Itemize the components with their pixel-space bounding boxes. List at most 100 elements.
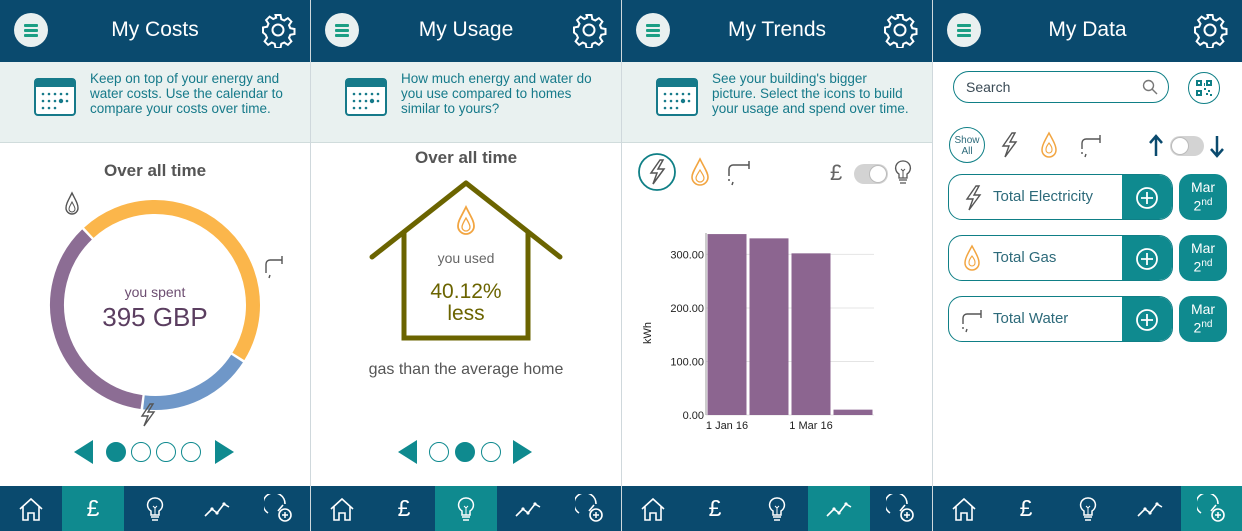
nav-home[interactable]	[0, 486, 62, 531]
pager-dot[interactable]	[131, 442, 151, 462]
add-reading-button[interactable]	[1122, 297, 1172, 341]
flame-icon	[457, 204, 475, 235]
prev-arrow[interactable]	[74, 440, 93, 464]
trend-line-icon	[826, 502, 852, 517]
gear-icon[interactable]	[1192, 12, 1228, 48]
show-all-button[interactable]: Show All	[949, 127, 985, 163]
nav-usage[interactable]	[124, 486, 186, 531]
units-toggle[interactable]	[854, 164, 888, 184]
show-all-label: All	[961, 146, 973, 157]
date-day: 2	[1193, 258, 1202, 275]
nav-costs[interactable]: £	[373, 486, 435, 531]
bar-apr-16	[833, 409, 873, 415]
date-day: 2	[1193, 319, 1202, 336]
date-badge[interactable]: Mar 2nd	[1179, 174, 1227, 220]
app-header: My Usage	[311, 0, 621, 62]
nav-data[interactable]	[248, 486, 310, 531]
nav-usage[interactable]	[435, 486, 497, 531]
data-row-electricity[interactable]: Total Electricity	[948, 174, 1173, 220]
pager-dot[interactable]	[429, 442, 449, 462]
filter-gas[interactable]	[688, 156, 712, 188]
next-arrow[interactable]	[215, 440, 234, 464]
nav-trends[interactable]	[1119, 486, 1181, 531]
page-title: My Usage	[418, 18, 514, 41]
lightbulb-icon[interactable]	[892, 158, 914, 190]
date-suffix: nd	[1201, 258, 1213, 269]
used-value: 40.12%	[430, 280, 502, 303]
info-banner: See your building's bigger picture. Sele…	[622, 62, 932, 143]
date-suffix: nd	[1201, 197, 1213, 208]
sort-up-icon[interactable]	[1148, 134, 1164, 158]
pound-icon: £	[708, 495, 722, 521]
flame-icon	[964, 244, 980, 271]
nav-trends[interactable]	[808, 486, 870, 531]
sort-down-icon[interactable]	[1209, 134, 1225, 158]
date-day: 2	[1193, 197, 1202, 214]
row-label: Total Water	[993, 310, 1069, 327]
lightning-icon	[140, 403, 156, 427]
filter-water[interactable]	[1078, 132, 1104, 158]
plus-icon	[1136, 248, 1158, 270]
nav-usage[interactable]	[746, 486, 808, 531]
trend-line-icon	[515, 502, 541, 517]
add-reading-button[interactable]	[1122, 175, 1172, 219]
nav-data[interactable]	[559, 486, 621, 531]
screen-my-data: My Data Show All Total Electricity Mar2n…	[933, 0, 1242, 531]
gear-icon[interactable]	[260, 12, 296, 48]
lightning-icon	[649, 159, 666, 185]
nav-home[interactable]	[622, 486, 684, 531]
pager-dot[interactable]	[106, 442, 126, 462]
qr-code-button[interactable]	[1188, 72, 1220, 104]
nav-usage[interactable]	[1057, 486, 1119, 531]
pager-dot[interactable]	[481, 442, 501, 462]
add-reading-button[interactable]	[1122, 236, 1172, 280]
meter-add-icon	[264, 494, 292, 522]
pound-icon: £	[397, 495, 411, 521]
info-text: See your building's bigger picture. Sele…	[712, 71, 909, 116]
gear-icon[interactable]	[882, 12, 918, 48]
pound-icon: £	[1019, 495, 1033, 521]
prev-arrow[interactable]	[398, 440, 417, 464]
nav-data[interactable]	[1181, 486, 1242, 531]
plus-icon	[1136, 309, 1158, 331]
lightbulb-icon	[146, 497, 164, 521]
search-input[interactable]	[966, 78, 1136, 96]
nav-trends[interactable]	[186, 486, 248, 531]
hamburger-menu-icon[interactable]	[947, 13, 981, 47]
home-icon	[641, 497, 665, 521]
calendar-icon[interactable]	[34, 76, 76, 116]
date-badge[interactable]: Mar 2nd	[1179, 296, 1227, 342]
nav-home[interactable]	[311, 486, 373, 531]
nav-trends[interactable]	[497, 486, 559, 531]
search-icon[interactable]	[1142, 79, 1158, 95]
next-arrow[interactable]	[513, 440, 532, 464]
calendar-icon[interactable]	[345, 76, 387, 116]
nav-costs[interactable]: £	[684, 486, 746, 531]
page-title: My Costs	[111, 18, 199, 41]
filter-water[interactable]	[725, 158, 753, 186]
pager-dot[interactable]	[156, 442, 176, 462]
filter-electricity[interactable]	[637, 152, 677, 192]
pager-dot[interactable]	[181, 442, 201, 462]
filter-electricity[interactable]	[997, 131, 1019, 159]
row-label: Total Gas	[993, 249, 1057, 266]
nav-data[interactable]	[870, 486, 932, 531]
filter-gas[interactable]	[1038, 131, 1060, 159]
hamburger-menu-icon[interactable]	[636, 13, 670, 47]
nav-costs[interactable]: £	[995, 486, 1057, 531]
date-badge[interactable]: Mar 2nd	[1179, 235, 1227, 281]
info-banner: Keep on top of your energy and water cos…	[0, 62, 310, 143]
data-row-water[interactable]: Total Water	[948, 296, 1173, 342]
gear-icon[interactable]	[571, 12, 607, 48]
nav-costs[interactable]: £	[62, 486, 124, 531]
pager-dot[interactable]	[455, 442, 475, 462]
plus-icon	[1136, 187, 1158, 209]
screen-my-costs: My Costs Keep on top of your energy and …	[0, 0, 310, 531]
nav-home[interactable]	[933, 486, 995, 531]
hamburger-menu-icon[interactable]	[325, 13, 359, 47]
sort-toggle[interactable]	[1170, 136, 1204, 156]
hamburger-menu-icon[interactable]	[14, 13, 48, 47]
calendar-icon[interactable]	[656, 76, 698, 116]
home-icon	[952, 497, 976, 521]
data-row-gas[interactable]: Total Gas	[948, 235, 1173, 281]
